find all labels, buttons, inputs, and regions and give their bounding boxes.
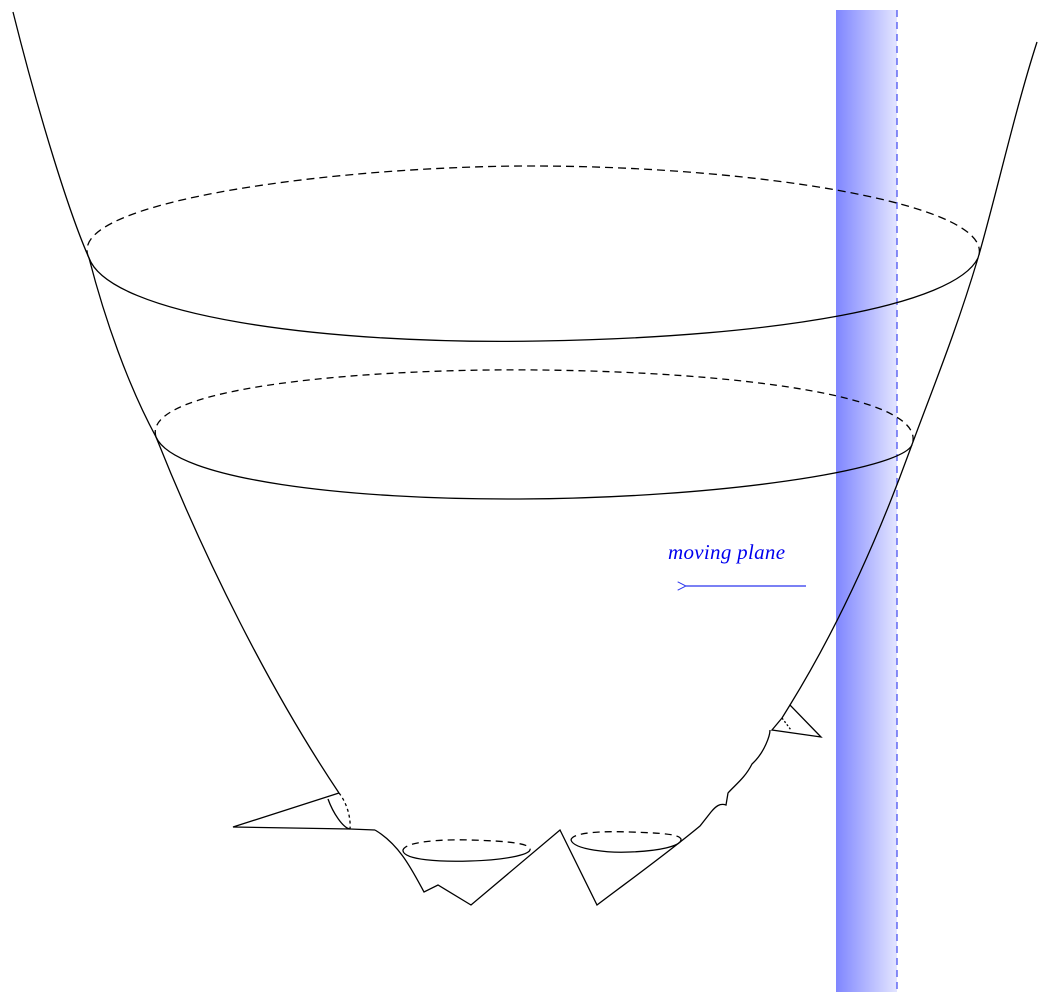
moving-plane-band: [836, 10, 897, 992]
upper-level-curve-back: [86, 165, 981, 259]
left-spike: [232, 792, 376, 831]
right-spike-rim: [781, 717, 792, 731]
lower-left-cap-front: [402, 849, 531, 862]
middle-level-curve-front: [155, 436, 913, 500]
moving-plane-label: moving plane: [668, 540, 786, 564]
bowl-right-wall: [789, 41, 1038, 706]
lower-right-cap-front: [570, 839, 682, 853]
middle-level-curve-back: [154, 369, 914, 446]
bowl-left-wall: [12, 11, 340, 794]
lower-right-cap-back: [570, 831, 682, 841]
left-spike-rim-back: [338, 792, 351, 830]
bowl-bottom-profile: [374, 729, 771, 906]
left-spike-rim-front: [327, 798, 351, 830]
upper-level-curve-front: [88, 257, 979, 342]
right-spike: [770, 703, 823, 738]
lower-left-cap-back: [402, 839, 531, 852]
